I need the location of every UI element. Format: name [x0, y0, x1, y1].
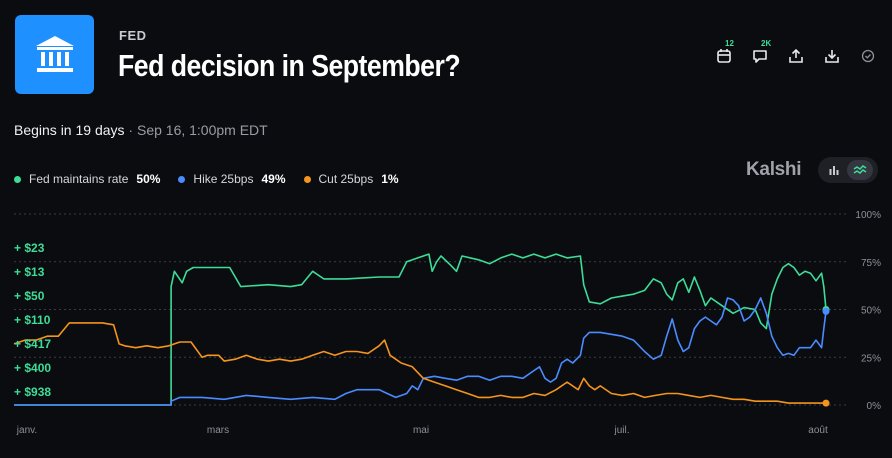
action-bar: 12 2K	[706, 39, 886, 68]
calendar-badge: 12	[725, 39, 734, 48]
market-timing: Begins in 19 days · Sep 16, 1:00pm EDT	[14, 122, 268, 138]
chart-view-toggle	[818, 157, 878, 183]
series-end-dot	[822, 399, 830, 407]
trade-label: + $417	[14, 337, 51, 351]
trade-label: + $13	[14, 265, 45, 279]
trade-label: + $938	[14, 385, 51, 399]
download-button[interactable]	[814, 44, 850, 68]
begins-label: Begins in 19 days	[14, 122, 125, 138]
y-tick-label: 50%	[861, 306, 881, 317]
y-tick-label: 0%	[867, 401, 882, 412]
share-button[interactable]	[778, 44, 814, 68]
legend-pct: 50%	[136, 172, 161, 186]
market-logo	[15, 15, 94, 94]
calendar-button[interactable]: 12	[706, 39, 742, 68]
legend-label: Cut 25bps	[318, 172, 374, 186]
price-chart[interactable]: 100% 75% 50% 25% 0% janv. mars mai juil. août + $2…	[0, 200, 892, 458]
series-line	[14, 253, 827, 406]
comment-icon	[753, 50, 767, 63]
x-tick-label: août	[808, 425, 828, 436]
legend-pct: 1%	[381, 172, 399, 186]
y-tick-label: 75%	[861, 258, 881, 269]
legend-label: Hike 25bps	[193, 172, 254, 186]
page-title: Fed decision in September?	[118, 48, 461, 83]
legend-item-cut[interactable]: Cut 25bps 1%	[303, 172, 399, 186]
legend-dot	[14, 175, 21, 183]
line-view-button[interactable]	[847, 160, 873, 180]
check-circle-icon	[861, 49, 875, 63]
chart-legend: Fed maintains rate 50% Hike 25bps 49% Cu…	[14, 172, 417, 186]
trade-label: + $400	[14, 361, 51, 375]
legend-item-maintain[interactable]: Fed maintains rate 50%	[14, 172, 160, 186]
bar-view-button[interactable]	[821, 160, 847, 180]
x-tick-label: juil.	[613, 425, 629, 436]
bar-chart-icon	[829, 166, 839, 175]
y-tick-label: 25%	[861, 353, 881, 364]
begins-date: Sep 16, 1:00pm EDT	[136, 122, 268, 138]
legend-label: Fed maintains rate	[29, 172, 129, 186]
trade-label: + $23	[14, 241, 45, 255]
comment-button[interactable]: 2K	[742, 39, 778, 68]
series-end-dot	[822, 307, 830, 315]
x-tick-label: janv.	[16, 425, 37, 436]
share-icon	[789, 48, 803, 63]
legend-pct: 49%	[261, 172, 286, 186]
x-tick-label: mars	[207, 425, 229, 436]
legend-dot	[303, 175, 311, 183]
calendar-icon	[717, 49, 731, 63]
trade-label: + $50	[14, 289, 45, 303]
download-icon	[825, 50, 839, 63]
legend-dot	[178, 175, 186, 183]
brand-logo: Kalshi	[746, 159, 802, 180]
x-tick-label: mai	[413, 425, 429, 436]
trade-label: + $110	[14, 313, 51, 327]
line-chart-icon	[853, 165, 867, 174]
legend-item-hike[interactable]: Hike 25bps 49%	[178, 172, 286, 186]
series-line	[13, 322, 826, 404]
series-line	[14, 297, 827, 406]
watch-button[interactable]	[850, 44, 886, 68]
bank-icon	[35, 35, 74, 72]
comment-badge: 2K	[761, 39, 772, 48]
separator: ·	[124, 122, 137, 138]
y-tick-label: 100%	[855, 210, 881, 221]
market-category[interactable]: FED	[119, 28, 147, 43]
